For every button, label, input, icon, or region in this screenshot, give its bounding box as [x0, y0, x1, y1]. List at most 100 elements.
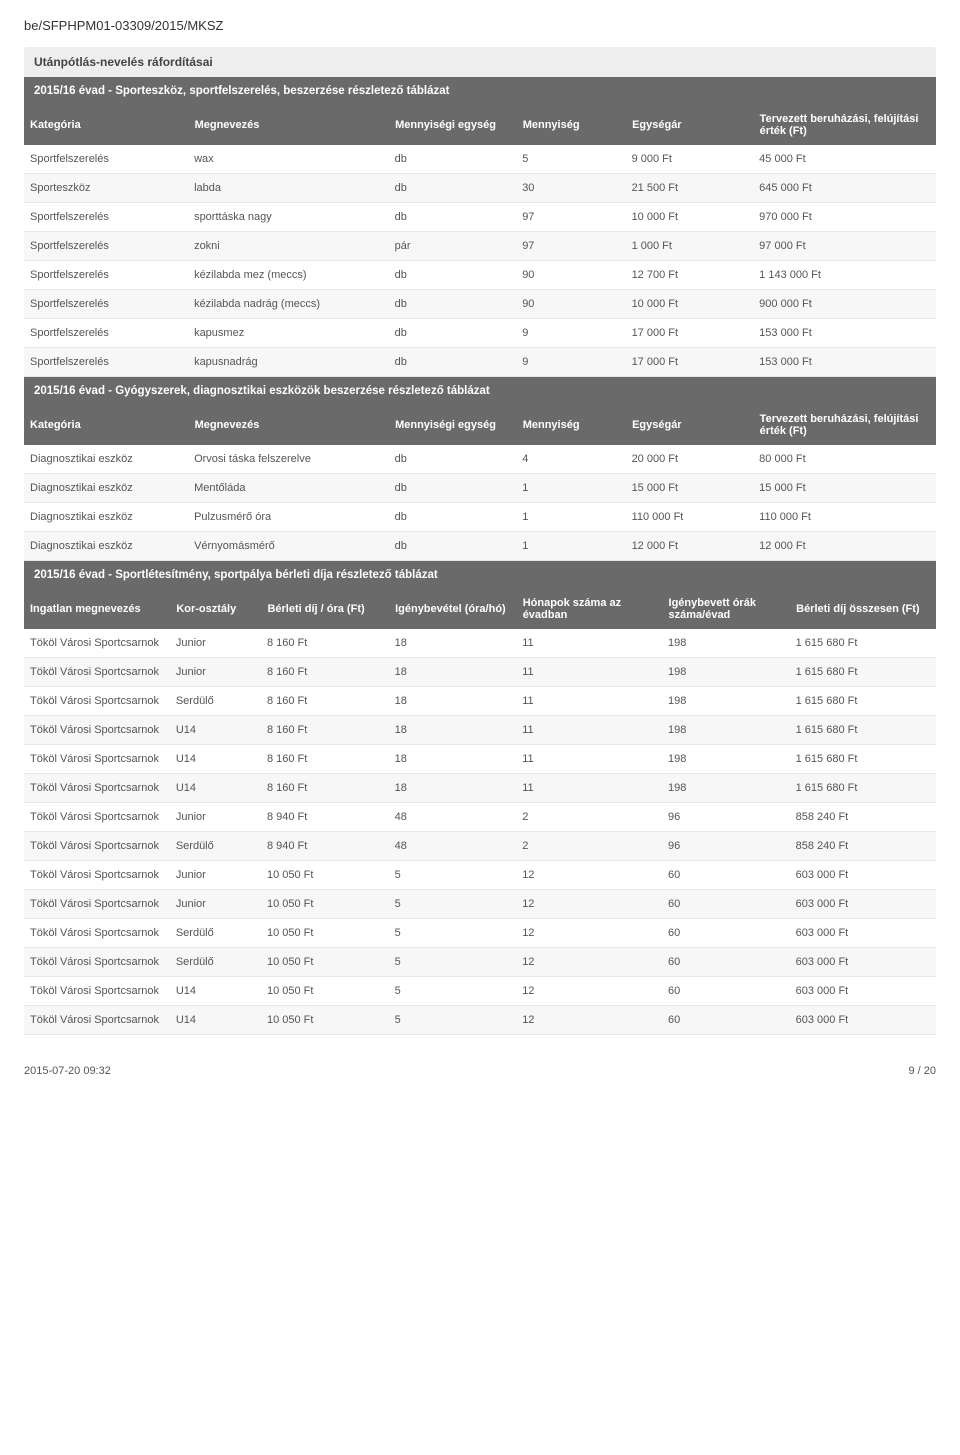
- table-cell: 80 000 Ft: [753, 445, 935, 474]
- table-header: Kategória: [24, 405, 188, 445]
- table-cell: 198: [662, 745, 790, 774]
- table-header: Mennyiség: [516, 105, 625, 145]
- table-cell: 8 160 Ft: [261, 745, 389, 774]
- table-cell: Serdülő: [170, 832, 261, 861]
- table-cell: Diagnosztikai eszköz: [24, 445, 188, 474]
- table-cell: Sportfelszerelés: [24, 232, 188, 261]
- table-cell: Mentőláda: [188, 474, 389, 503]
- table-cell: Diagnosztikai eszköz: [24, 474, 188, 503]
- table-cell: 1 615 680 Ft: [790, 716, 936, 745]
- table-cell: Tököl Városi Sportcsarnok: [24, 977, 170, 1006]
- table-cell: 970 000 Ft: [753, 203, 935, 232]
- table-cell: 1 615 680 Ft: [790, 774, 936, 803]
- table-header: Ingatlan megnevezés: [24, 589, 170, 629]
- table-header: Tervezett beruházási, felújítási érték (…: [753, 405, 935, 445]
- table-cell: 198: [662, 774, 790, 803]
- table-row: Sportfelszereléskapusnadrágdb917 000 Ft1…: [24, 348, 936, 377]
- table-cell: 18: [389, 774, 517, 803]
- table-cell: 96: [662, 832, 790, 861]
- table-row: Sportfelszerelészoknipár971 000 Ft97 000…: [24, 232, 936, 261]
- table-cell: db: [389, 532, 517, 561]
- page-footer: 2015-07-20 09:32 9 / 20: [24, 1065, 936, 1077]
- table-cell: 45 000 Ft: [753, 145, 935, 174]
- table-cell: 60: [662, 977, 790, 1006]
- table-row: Tököl Városi SportcsarnokU148 160 Ft1811…: [24, 774, 936, 803]
- table-cell: 11: [516, 774, 662, 803]
- table-cell: 60: [662, 948, 790, 977]
- table-cell: 153 000 Ft: [753, 348, 935, 377]
- table-cell: Sportfelszerelés: [24, 203, 188, 232]
- table-row: Tököl Városi SportcsarnokJunior8 940 Ft4…: [24, 803, 936, 832]
- table-cell: 5: [389, 919, 517, 948]
- table-cell: zokni: [188, 232, 389, 261]
- table-cell: 12: [516, 948, 662, 977]
- table-cell: 12: [516, 890, 662, 919]
- table-cell: Tököl Városi Sportcsarnok: [24, 687, 170, 716]
- table-cell: 5: [389, 861, 517, 890]
- table-cell: 17 000 Ft: [626, 319, 754, 348]
- table-row: Sporteszközlabdadb3021 500 Ft645 000 Ft: [24, 174, 936, 203]
- table-cell: Pulzusmérő óra: [188, 503, 389, 532]
- table-cell: 603 000 Ft: [790, 919, 936, 948]
- table-cell: 10 000 Ft: [626, 203, 754, 232]
- table-cell: 90: [516, 261, 625, 290]
- table-cell: Tököl Városi Sportcsarnok: [24, 803, 170, 832]
- table-cell: 12 700 Ft: [626, 261, 754, 290]
- table-cell: 10 050 Ft: [261, 977, 389, 1006]
- table-row: Tököl Városi SportcsarnokU1410 050 Ft512…: [24, 1006, 936, 1035]
- table-cell: db: [389, 203, 517, 232]
- table2-banner: 2015/16 évad - Gyógyszerek, diagnosztika…: [24, 377, 936, 405]
- table-cell: 97 000 Ft: [753, 232, 935, 261]
- table-cell: Sportfelszerelés: [24, 319, 188, 348]
- table-header: Megnevezés: [188, 405, 389, 445]
- table-cell: 8 160 Ft: [261, 658, 389, 687]
- table-row: Diagnosztikai eszközOrvosi táska felszer…: [24, 445, 936, 474]
- table-cell: U14: [170, 745, 261, 774]
- table-cell: db: [389, 474, 517, 503]
- table-cell: 12: [516, 919, 662, 948]
- table-cell: 4: [516, 445, 625, 474]
- table1: KategóriaMegnevezésMennyiségi egységMenn…: [24, 105, 936, 377]
- table-header: Mennyiségi egység: [389, 105, 517, 145]
- table-cell: 8 160 Ft: [261, 774, 389, 803]
- table-cell: Sportfelszerelés: [24, 145, 188, 174]
- table-cell: 11: [516, 658, 662, 687]
- table-cell: 110 000 Ft: [753, 503, 935, 532]
- table-cell: Junior: [170, 658, 261, 687]
- table-cell: 20 000 Ft: [626, 445, 754, 474]
- table-cell: 18: [389, 716, 517, 745]
- table-header: Mennyiségi egység: [389, 405, 517, 445]
- table-cell: kézilabda nadrág (meccs): [188, 290, 389, 319]
- table-cell: Sportfelszerelés: [24, 290, 188, 319]
- table-row: Tököl Városi SportcsarnokJunior8 160 Ft1…: [24, 658, 936, 687]
- table-cell: Serdülő: [170, 919, 261, 948]
- table-cell: 97: [516, 232, 625, 261]
- table-cell: Orvosi táska felszerelve: [188, 445, 389, 474]
- table-header: Mennyiség: [516, 405, 625, 445]
- table-cell: 90: [516, 290, 625, 319]
- table-cell: 96: [662, 803, 790, 832]
- table-cell: 21 500 Ft: [626, 174, 754, 203]
- table-row: Tököl Városi SportcsarnokJunior10 050 Ft…: [24, 890, 936, 919]
- table-cell: 12: [516, 1006, 662, 1035]
- table-cell: 18: [389, 629, 517, 658]
- table-cell: kapusmez: [188, 319, 389, 348]
- table-cell: 603 000 Ft: [790, 948, 936, 977]
- table-cell: 12 000 Ft: [753, 532, 935, 561]
- table-cell: Tököl Városi Sportcsarnok: [24, 832, 170, 861]
- table-cell: 9: [516, 319, 625, 348]
- table-header: Bérleti díj összesen (Ft): [790, 589, 936, 629]
- table-cell: Junior: [170, 861, 261, 890]
- table-row: Sportfelszereléssporttáska nagydb9710 00…: [24, 203, 936, 232]
- table1-banner: 2015/16 évad - Sporteszköz, sportfelszer…: [24, 77, 936, 105]
- table-cell: 5: [389, 1006, 517, 1035]
- table-cell: 5: [389, 977, 517, 1006]
- table-cell: 1: [516, 474, 625, 503]
- table-cell: 603 000 Ft: [790, 861, 936, 890]
- table-cell: 645 000 Ft: [753, 174, 935, 203]
- table-cell: db: [389, 174, 517, 203]
- table-row: Tököl Városi SportcsarnokSerdülő10 050 F…: [24, 919, 936, 948]
- table-cell: Tököl Városi Sportcsarnok: [24, 629, 170, 658]
- table-row: Tököl Városi SportcsarnokSerdülő8 940 Ft…: [24, 832, 936, 861]
- table-cell: db: [389, 503, 517, 532]
